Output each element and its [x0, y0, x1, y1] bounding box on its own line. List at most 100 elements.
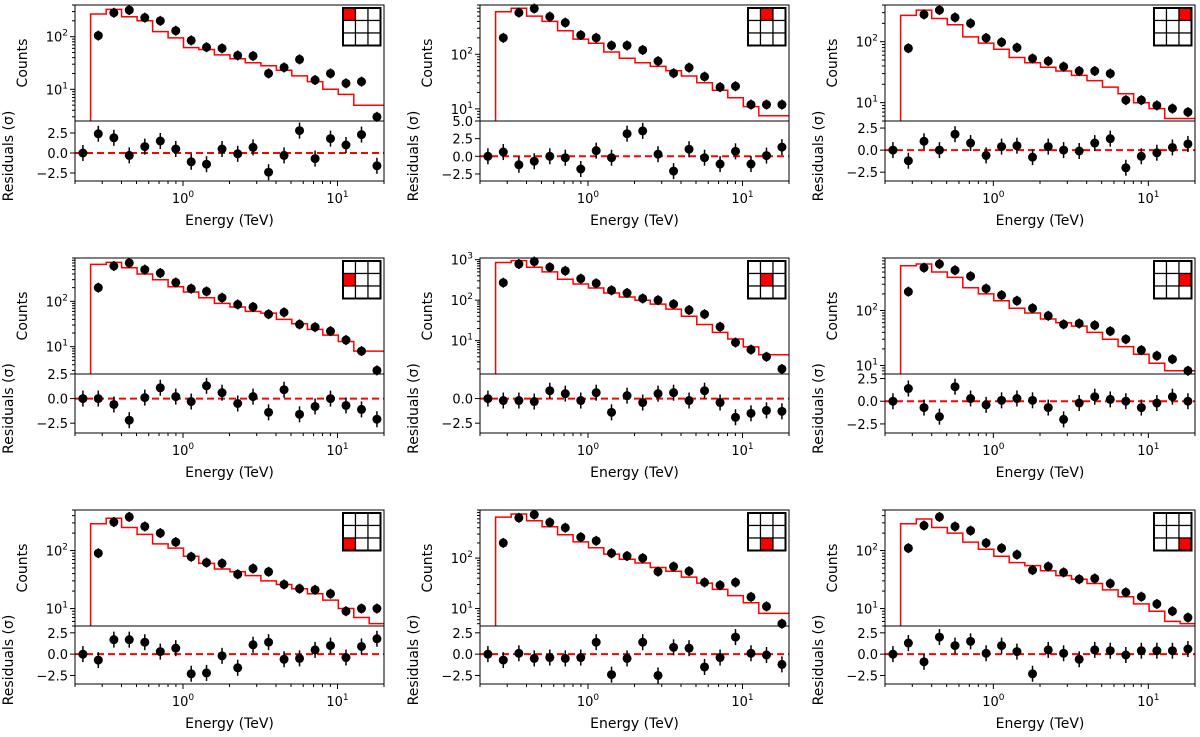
residual-point [919, 136, 929, 146]
counts-tick-label: 102 [451, 46, 473, 63]
energy-axis-label: Energy (TeV) [590, 213, 679, 229]
counts-tick-label: 103 [451, 252, 473, 269]
residual-point [1152, 148, 1162, 158]
count-point [1074, 574, 1084, 584]
inset-cell [747, 7, 762, 22]
inset-cell [772, 32, 787, 47]
residual-axes-frame [479, 120, 790, 182]
count-point [950, 12, 960, 22]
count-point [171, 537, 181, 547]
inset-cell-highlighted [342, 7, 357, 22]
residual-point [1152, 646, 1162, 656]
count-point [498, 278, 508, 288]
inset-cell [342, 32, 357, 47]
x-tick-label: 100 [982, 190, 1005, 207]
count-point [310, 75, 320, 85]
panel-2-1: 100 101 101 102 2.5 0.0 −2.5 Counts Residuals (σ… [1, 257, 385, 481]
count-point [1152, 351, 1162, 361]
inset-cell [342, 285, 357, 300]
residuals-axis-label: Residuals (σ) [811, 363, 827, 454]
count-point [202, 286, 212, 296]
count-point [1074, 66, 1084, 76]
residual-point [1167, 392, 1177, 402]
residual-point [186, 397, 196, 407]
count-point [498, 538, 508, 548]
count-point [279, 307, 289, 317]
count-point [560, 523, 570, 533]
count-point [638, 45, 648, 55]
count-point [981, 284, 991, 294]
residual-point [684, 144, 694, 154]
count-point [109, 8, 119, 18]
residuals-axis-label: Residuals (σ) [1, 111, 17, 202]
count-point [700, 309, 710, 319]
counts-tick-label: 102 [856, 34, 878, 51]
residual-tick-label: 2.5 [47, 127, 68, 142]
count-point [109, 517, 119, 527]
x-tick-label: 101 [326, 442, 348, 459]
residual-point [1059, 414, 1069, 424]
residual-point [560, 389, 570, 399]
residual-point [981, 648, 991, 658]
residual-point [777, 406, 787, 416]
count-point [1105, 579, 1115, 589]
count-point [1074, 318, 1084, 328]
residual-point [78, 394, 88, 404]
inset-cell-highlighted [1178, 272, 1193, 287]
residual-tick-label: −2.5 [846, 669, 878, 684]
x-tick-label: 101 [1137, 693, 1159, 710]
residual-point [1043, 645, 1053, 655]
residual-point [295, 409, 305, 419]
camera-grid-inset [342, 512, 382, 552]
model-step-line [494, 7, 789, 121]
residual-point [498, 655, 508, 665]
inset-cell [772, 285, 787, 300]
counts-tick-label: 102 [856, 302, 878, 319]
residual-tick-label: −2.5 [441, 417, 473, 432]
inset-cell [1178, 260, 1193, 275]
inset-cell [772, 260, 787, 275]
x-tick-label: 100 [172, 442, 195, 459]
residual-point [93, 129, 103, 139]
inset-cell [772, 7, 787, 22]
residual-tick-label: 0.0 [47, 393, 68, 408]
count-point [576, 532, 586, 542]
x-tick-label: 100 [577, 442, 600, 459]
count-point [1136, 95, 1146, 105]
counts-tick-label: 101 [451, 601, 473, 618]
counts-tick-label: 101 [856, 357, 878, 374]
counts-tick-label: 101 [46, 601, 68, 618]
residual-point [248, 640, 258, 650]
count-point [1167, 354, 1177, 364]
count-point [325, 589, 335, 599]
count-point [140, 521, 150, 531]
residual-tick-label: 0.0 [452, 393, 473, 408]
count-point [1121, 587, 1131, 597]
count-point [638, 293, 648, 303]
residual-point [498, 147, 508, 157]
inset-cell [1165, 512, 1180, 527]
inset-border [342, 512, 382, 552]
count-point [341, 335, 351, 345]
residual-point [622, 129, 632, 139]
counts-tick-label: 101 [856, 601, 878, 618]
count-point [653, 567, 663, 577]
count-point [1028, 54, 1038, 64]
residual-tick-label: −2.5 [441, 168, 473, 183]
residual-point [1090, 138, 1100, 148]
residual-point [950, 382, 960, 392]
residual-point [888, 396, 898, 406]
count-point [155, 268, 165, 278]
inset-cell [759, 512, 774, 527]
residual-point [78, 649, 88, 659]
residual-point [560, 653, 570, 663]
inset-cell [772, 537, 787, 552]
count-point [700, 72, 710, 82]
counts-tick-label: 102 [451, 292, 473, 309]
model-step-line [899, 518, 1195, 626]
x-tick-label: 101 [1137, 442, 1159, 459]
inset-cell [354, 32, 369, 47]
residual-point [264, 167, 274, 177]
residual-point [715, 398, 725, 408]
residual-point [669, 642, 679, 652]
